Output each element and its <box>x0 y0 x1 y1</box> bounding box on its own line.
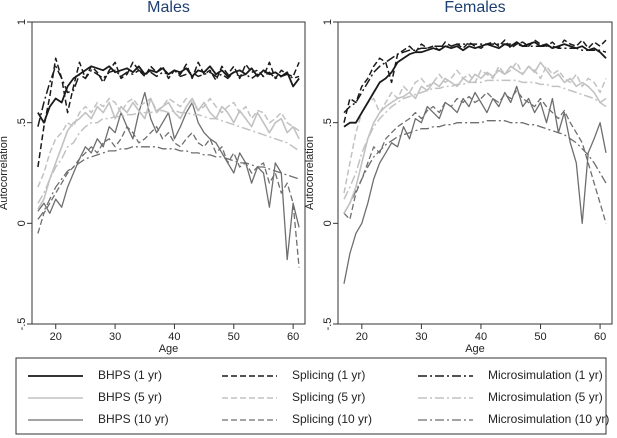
series-line-splicing-5-yr <box>37 97 300 188</box>
legend-item-splicing-10-yr: Splicing (10 yr) <box>222 412 372 426</box>
legend-label: Splicing (10 yr) <box>292 412 372 426</box>
y-axis-label: Autocorrelation <box>304 136 316 210</box>
y-tick-label: .5 <box>16 118 28 127</box>
x-tick-label: 40 <box>168 331 180 343</box>
x-tick-label: 20 <box>356 331 368 343</box>
x-tick-label: 60 <box>287 331 299 343</box>
series-line-bhps-1-yr <box>343 41 607 128</box>
legend-item-splicing-1-yr: Splicing (1 yr) <box>222 368 365 382</box>
legend-label: Splicing (5 yr) <box>292 390 365 404</box>
y-tick-label: 1 <box>16 19 28 25</box>
series-line-splicing-1-yr <box>343 39 607 123</box>
y-tick-label: 1 <box>322 19 334 25</box>
x-tick-label: 60 <box>594 331 606 343</box>
x-tick-label: 30 <box>109 331 121 343</box>
legend: BHPS (1 yr) Splicing (1 yr) Microsimulatio… <box>15 357 609 435</box>
plot-frame <box>31 21 306 325</box>
y-axis-label: Autocorrelation <box>0 136 10 210</box>
y-tick-label: .5 <box>322 118 334 127</box>
x-tick-label: 40 <box>475 331 487 343</box>
x-tick-label: 50 <box>534 331 546 343</box>
legend-label: Microsimulation (5 yr) <box>488 390 603 404</box>
y-tick-label: -.5 <box>322 318 334 331</box>
x-tick-label: 20 <box>50 331 62 343</box>
x-tick-label: 30 <box>415 331 427 343</box>
panel-males: Males -.5 0 .5 1 20 30 40 50 60 Age Autocorrelation <box>0 0 306 355</box>
series-line-splicing-10-yr <box>37 126 300 268</box>
panel-title: Males <box>147 0 190 16</box>
x-axis-label: Age <box>159 343 179 355</box>
series-line-bhps-5-yr <box>37 97 300 210</box>
series-line-bhps-5-yr <box>343 61 607 214</box>
y-tick-label: 0 <box>322 220 334 226</box>
legend-label: Microsimulation (10 yr) <box>488 412 609 426</box>
legend-item-bhps-5-yr: BHPS (5 yr) <box>28 390 162 404</box>
series-line-microsimulation-5-yr <box>37 109 300 204</box>
y-tick-label: -.5 <box>16 318 28 331</box>
series-line-bhps-1-yr <box>37 65 300 124</box>
legend-label: Splicing (1 yr) <box>292 368 365 382</box>
x-axis-label: Age <box>465 343 485 355</box>
legend-label: BHPS (10 yr) <box>98 412 169 426</box>
plot-frame <box>337 21 613 325</box>
panel-title: Females <box>444 0 505 16</box>
x-tick-label: 50 <box>228 331 240 343</box>
legend-item-microsimulation-1-yr: Microsimulation (1 yr) <box>418 368 603 382</box>
series-line-splicing-10-yr <box>343 89 607 224</box>
legend-label: BHPS (1 yr) <box>98 368 162 382</box>
y-tick-label: 0 <box>16 220 28 226</box>
legend-item-bhps-10-yr: BHPS (10 yr) <box>28 412 169 426</box>
legend-item-microsimulation-5-yr: Microsimulation (5 yr) <box>418 390 603 404</box>
legend-label: BHPS (5 yr) <box>98 390 162 404</box>
legend-label: Microsimulation (1 yr) <box>488 368 603 382</box>
panel-females: Females -.5 0 .5 1 20 30 40 50 60 Age Autocorrelati… <box>304 0 613 355</box>
series-line-bhps-10-yr <box>343 85 607 284</box>
series-line-microsimulation-10-yr <box>343 120 607 214</box>
legend-item-bhps-1-yr: BHPS (1 yr) <box>28 368 162 382</box>
legend-item-splicing-5-yr: Splicing (5 yr) <box>222 390 365 404</box>
legend-item-microsimulation-10-yr: Microsimulation (10 yr) <box>418 412 609 426</box>
series-line-microsimulation-1-yr <box>343 43 607 114</box>
series-line-splicing-1-yr <box>37 57 300 168</box>
series-line-microsimulation-5-yr <box>343 79 607 200</box>
legend-box <box>15 357 607 435</box>
series-line-microsimulation-10-yr <box>37 146 300 220</box>
